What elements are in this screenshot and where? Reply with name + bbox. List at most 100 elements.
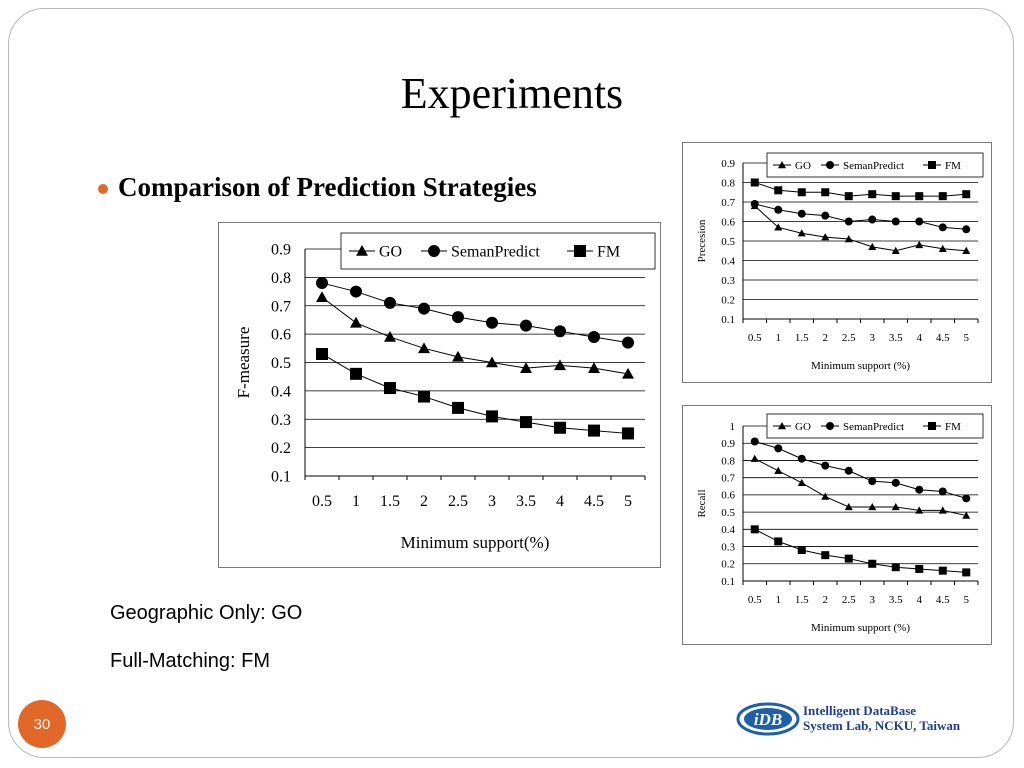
data-point-FM: [452, 401, 464, 414]
data-point-SemanPredict: [891, 478, 900, 487]
x-axis-title: Minimum support(%): [401, 533, 550, 552]
legend-box: [766, 152, 984, 178]
y-tick-label: 0.8: [721, 177, 735, 189]
x-axis-title: Minimum support (%): [811, 360, 910, 372]
x-tick-label: 2.5: [448, 493, 468, 510]
legend-label: GO: [379, 244, 402, 261]
bullet-text: Comparison of Prediction Strategies: [118, 172, 537, 202]
legend-marker-SemanPredict: [826, 422, 834, 430]
legend-label: SemanPredict: [843, 160, 904, 172]
legend-label: GO: [795, 160, 811, 172]
data-point-FM: [868, 559, 877, 568]
y-tick-label: 0.7: [721, 197, 735, 209]
y-tick-label: 0.6: [721, 490, 735, 502]
data-point-SemanPredict: [797, 454, 806, 463]
fmeasure-chart-svg: 0.1 0.2 0.3 0.4 0.5 0.6 0.7 0.8 0.9 0.5 1 1.5 2 2.5 3 3…: [234, 232, 656, 552]
x-tick-label: 4: [917, 332, 923, 344]
data-point-GO: [774, 466, 783, 474]
slide-title: Experiments: [400, 69, 624, 118]
data-point-GO: [384, 330, 396, 342]
data-point-GO: [774, 223, 783, 231]
legend-marker-GO: [778, 161, 786, 169]
y-tick-label: 0.2: [721, 559, 735, 571]
data-point-GO: [962, 246, 971, 254]
data-point-GO: [797, 229, 806, 237]
x-tick-label: 5: [964, 332, 970, 344]
fmeasure-chart: 0.1 0.2 0.3 0.4 0.5 0.6 0.7 0.8 0.9 0.5 1 1.5 2 2.5 3 3…: [218, 222, 661, 568]
data-point-GO: [821, 233, 830, 241]
y-axis-title: F-measure: [234, 327, 253, 399]
data-point-GO: [622, 367, 634, 379]
y-tick-label: 0.9: [721, 158, 735, 170]
data-point-SemanPredict: [622, 336, 634, 349]
data-point-GO: [750, 454, 759, 462]
x-tick-label: 1: [776, 594, 782, 606]
y-tick-label: 0.1: [721, 314, 735, 326]
data-point-SemanPredict: [750, 437, 759, 446]
data-point-FM: [486, 410, 498, 423]
y-tick-label: 0.6: [721, 216, 735, 228]
y-tick-label: 0.7: [271, 298, 291, 315]
data-point-FM: [750, 178, 759, 187]
note-fm: Full-Matching: FM: [110, 650, 271, 672]
series-line-SemanPredict: [754, 441, 967, 499]
data-point-FM: [821, 551, 830, 560]
data-point-GO: [452, 350, 464, 362]
data-point-FM: [554, 421, 566, 434]
x-tick-label: 4: [556, 493, 564, 510]
bullet-item: Comparison of Prediction Strategies: [98, 172, 537, 203]
legend-label: SemanPredict: [843, 421, 904, 433]
plot-area: [743, 426, 978, 581]
data-point-GO: [486, 356, 498, 368]
data-point-GO: [915, 240, 924, 249]
data-point-GO: [891, 246, 900, 254]
data-point-GO: [891, 502, 900, 511]
data-point-GO: [938, 506, 947, 514]
data-point-FM: [821, 188, 830, 197]
x-tick-label: 4: [917, 594, 923, 606]
data-point-SemanPredict: [452, 311, 464, 324]
data-point-GO: [844, 502, 853, 511]
y-tick-label: 0.1: [271, 469, 291, 486]
recall-chart-svg: 0.1 0.2 0.3 0.4 0.5 0.6 0.7 0.8 0.9 1 0.5 1 1.5 2 2.5 3…: [696, 413, 984, 634]
data-point-GO: [821, 492, 830, 500]
y-tick-label: 0.3: [721, 275, 735, 287]
y-tick-label: 0.1: [721, 576, 735, 588]
y-tick-label: 0.7: [721, 473, 735, 485]
data-point-FM: [418, 390, 430, 403]
x-tick-label: 4.5: [936, 594, 950, 606]
series-line-SemanPredict: [754, 203, 967, 230]
x-tick-label: 4.5: [936, 332, 950, 344]
data-point-SemanPredict: [350, 285, 362, 298]
legend-marker-SemanPredict: [826, 161, 834, 169]
y-tick-label: 0.5: [271, 355, 291, 372]
y-tick-label: 0.3: [721, 541, 735, 553]
x-axis-title: Minimum support (%): [811, 622, 910, 634]
data-point-SemanPredict: [868, 215, 877, 224]
data-point-SemanPredict: [418, 302, 430, 315]
data-point-FM: [868, 190, 877, 199]
data-point-FM: [316, 347, 328, 360]
x-tick-label: 2.5: [842, 594, 856, 606]
y-tick-label: 0.5: [721, 236, 735, 248]
precision-chart-svg: 0.1 0.2 0.3 0.4 0.5 0.6 0.7 0.8 0.9 0.5 1 1.5 2 2.5 3 3…: [696, 152, 984, 372]
x-tick-label: 5: [964, 594, 970, 606]
data-point-FM: [622, 427, 634, 440]
x-tick-label: 1.5: [795, 332, 809, 344]
data-point-GO: [844, 235, 853, 243]
y-axis-title: Precesion: [696, 219, 708, 262]
bullet-dot-icon: [98, 184, 108, 194]
footer-line-1: Intelligent DataBase: [803, 703, 917, 718]
data-point-SemanPredict: [891, 217, 900, 226]
footer-lab: iDB Intelligent DataBase System Lab, NCK…: [736, 702, 998, 742]
y-tick-label: 0.4: [271, 383, 291, 400]
y-tick-label: 0.8: [721, 455, 735, 467]
y-tick-label: 0.8: [271, 270, 291, 287]
data-point-GO: [938, 244, 947, 252]
data-point-SemanPredict: [868, 477, 877, 486]
x-tick-label: 3.5: [889, 332, 903, 344]
x-tick-label: 2.5: [842, 332, 856, 344]
data-point-SemanPredict: [384, 296, 396, 309]
data-point-GO: [554, 359, 566, 371]
data-point-SemanPredict: [962, 494, 971, 503]
